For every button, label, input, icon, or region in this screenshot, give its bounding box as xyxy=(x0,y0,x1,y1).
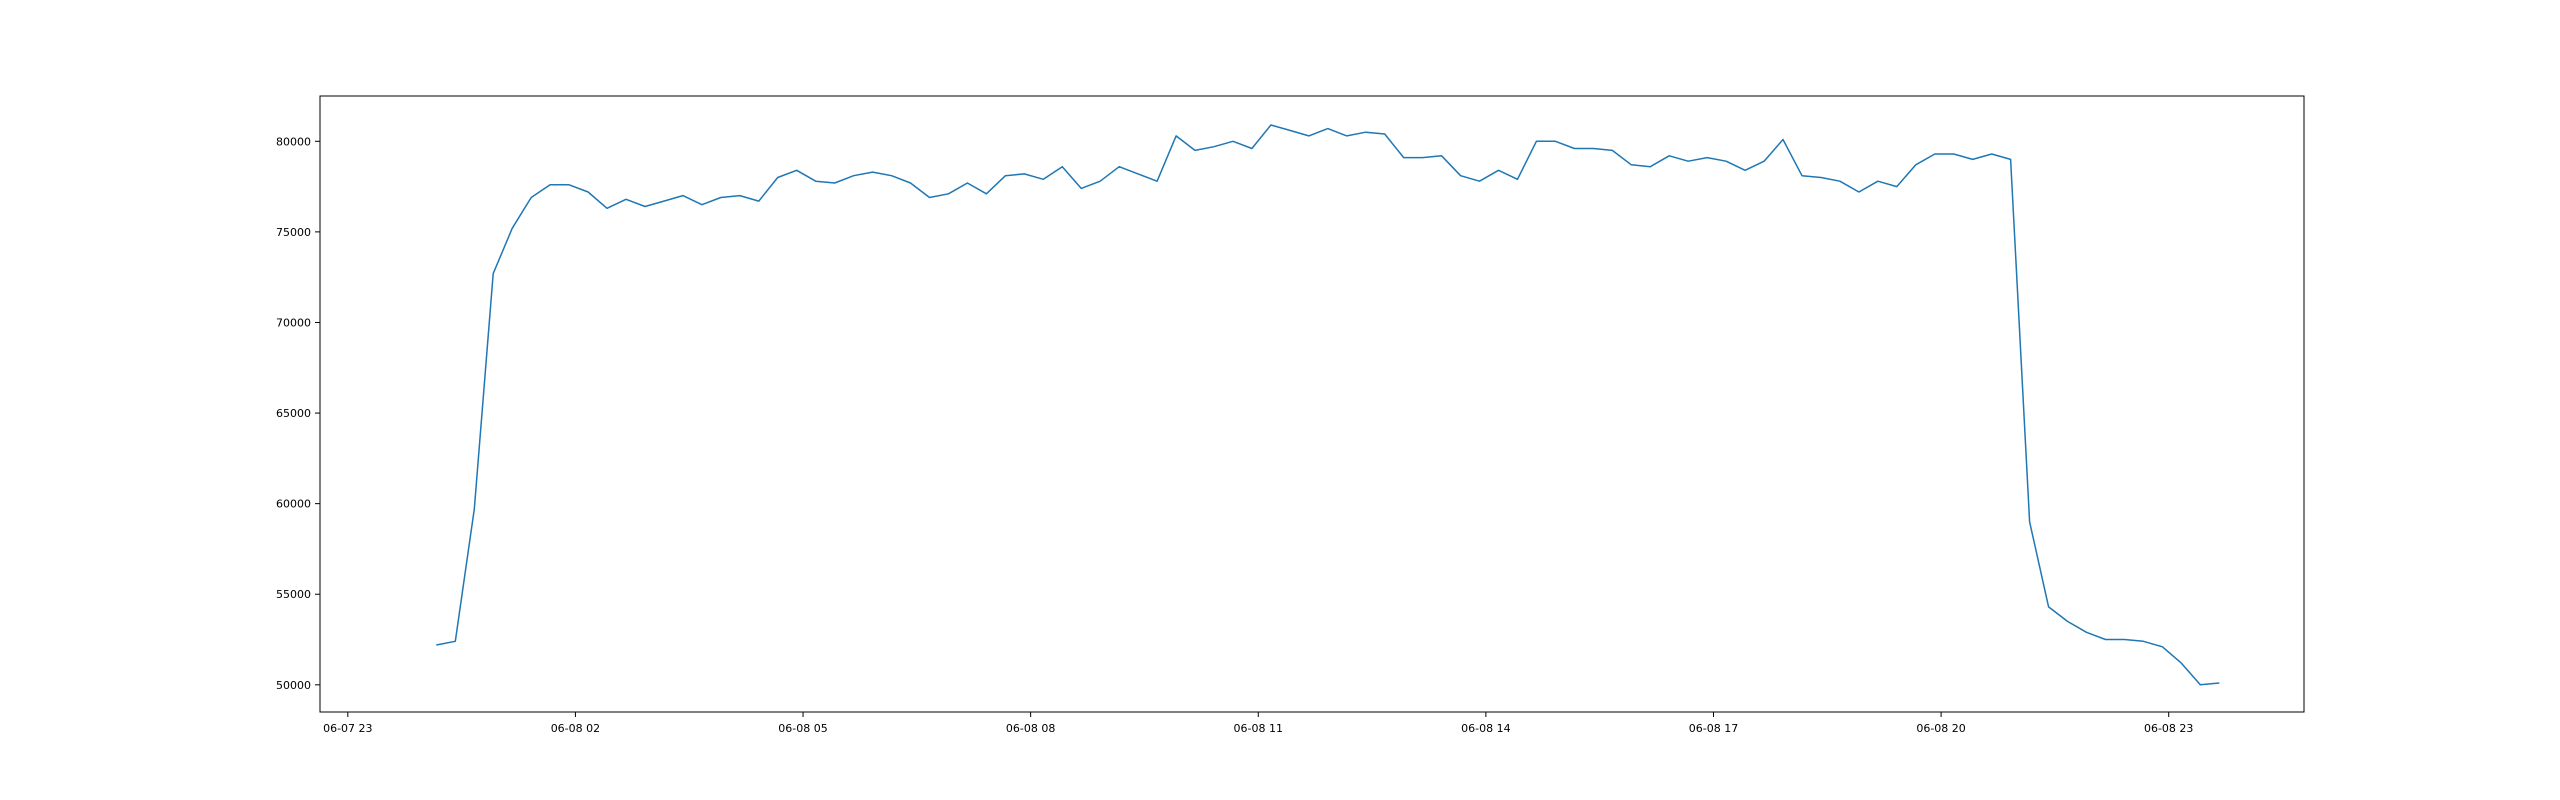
series-line xyxy=(436,124,2220,686)
x-tick-label: 06-08 17 xyxy=(1689,722,1738,735)
x-tick-label: 06-08 02 xyxy=(551,722,600,735)
y-axis: 50000 55000 60000 65000 70000 75000 80000 xyxy=(276,135,320,692)
x-tick-label: 06-08 11 xyxy=(1234,722,1283,735)
y-tick-label: 60000 xyxy=(276,498,311,511)
x-tick-label: 06-08 23 xyxy=(2144,722,2193,735)
y-tick-label: 50000 xyxy=(276,679,311,692)
y-tick-label: 75000 xyxy=(276,226,311,239)
x-tick-label: 06-08 20 xyxy=(1916,722,1965,735)
y-tick-label: 70000 xyxy=(276,316,311,329)
y-tick-label: 55000 xyxy=(276,588,311,601)
y-tick-label: 80000 xyxy=(276,135,311,148)
x-tick-label: 06-08 14 xyxy=(1461,722,1510,735)
x-tick-label: 06-07 23 xyxy=(323,722,372,735)
axes-frame xyxy=(319,95,2305,713)
x-axis: 06-07 23 06-08 02 06-08 05 06-08 08 06-08 11… xyxy=(323,712,2193,735)
x-tick-label: 06-08 05 xyxy=(778,722,827,735)
y-tick-label: 65000 xyxy=(276,407,311,420)
x-tick-label: 06-08 08 xyxy=(1006,722,1055,735)
plot-area xyxy=(436,124,2220,686)
